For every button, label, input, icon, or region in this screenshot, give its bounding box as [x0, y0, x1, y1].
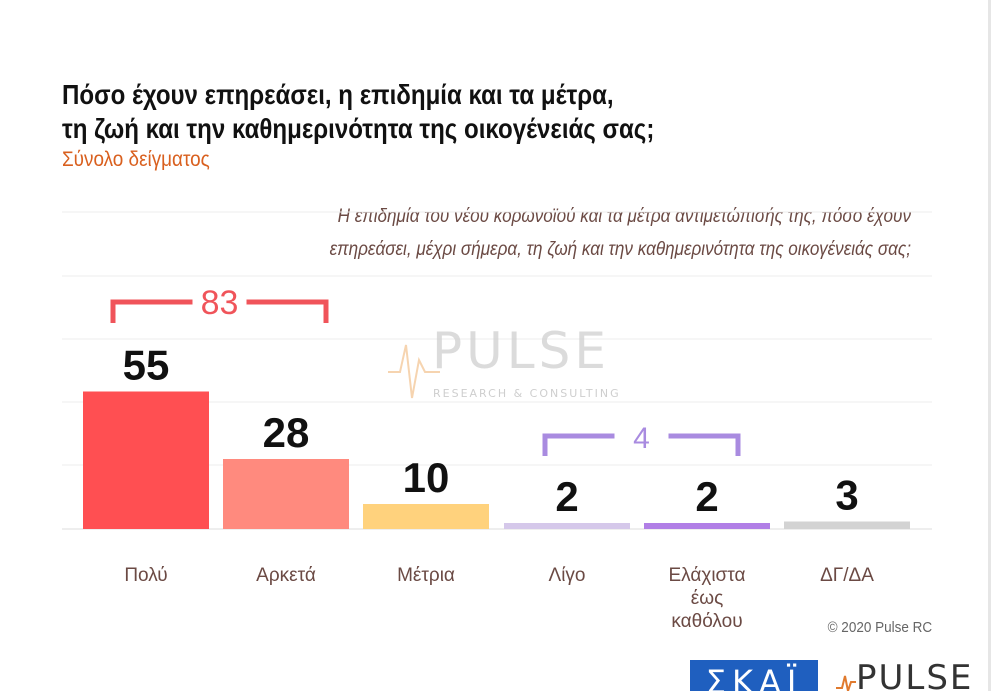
survey-question: Η επιδημία του νέου κορωνοϊού και τα μέτ… — [227, 200, 911, 266]
bar — [83, 391, 209, 529]
watermark-tagline: RESEARCH & CONSULTING — [433, 387, 621, 400]
bar — [363, 504, 489, 529]
value-label: 28 — [263, 409, 310, 456]
category-label: ΔΓ/ΔΑ — [820, 565, 874, 586]
category-label: Λίγο — [549, 565, 586, 586]
value-label: 10 — [403, 454, 450, 501]
watermark-wave-icon — [388, 344, 440, 399]
bar — [784, 521, 910, 529]
chart-subtitle: Σύνολο δείγματος — [62, 148, 210, 171]
pulse-logo-text: PULSE — [856, 658, 974, 691]
value-label: 2 — [695, 473, 718, 520]
group-total-label: 83 — [201, 284, 239, 322]
watermark-brand: PULSE — [432, 322, 610, 380]
group-bracket — [668, 433, 741, 456]
value-label: 55 — [123, 342, 170, 389]
chart-title-line-1: Πόσο έχουν επηρεάσει, η επιδημία και τα … — [62, 79, 614, 110]
chart-title-line-2: τη ζωή και την καθημερινότητα της οικογέ… — [62, 113, 655, 144]
category-label: Πολύ — [124, 565, 167, 586]
category-label: Αρκετά — [256, 565, 316, 586]
chart-title: Πόσο έχουν επηρεάσει, η επιδημία και τα … — [62, 78, 654, 146]
bar — [504, 523, 630, 529]
bar — [644, 523, 770, 529]
group-total-label: 4 — [633, 422, 650, 455]
copyright-note: © 2020 Pulse RC — [827, 619, 932, 636]
category-label: Μέτρια — [397, 565, 455, 586]
category-label: Ελάχιστα — [668, 565, 745, 586]
pulse-wave-icon — [836, 675, 856, 691]
group-bracket — [246, 299, 329, 323]
skai-logo: ΣΚΑΪ — [690, 660, 818, 691]
right-edge-rule — [988, 0, 991, 691]
category-label: καθόλου — [671, 611, 742, 632]
group-bracket — [110, 299, 193, 323]
survey-question-line-1: Η επιδημία του νέου κορωνοϊού και τα μέτ… — [337, 206, 912, 227]
survey-question-line-2: επηρεάσει, μέχρι σήμερα, τη ζωή και την … — [329, 239, 912, 260]
value-label: 2 — [555, 473, 578, 520]
category-label: έως — [691, 588, 723, 609]
bar — [223, 459, 349, 529]
pulse-logo: PULSE — [836, 658, 973, 691]
group-bracket — [542, 433, 615, 456]
value-label: 3 — [835, 472, 858, 519]
